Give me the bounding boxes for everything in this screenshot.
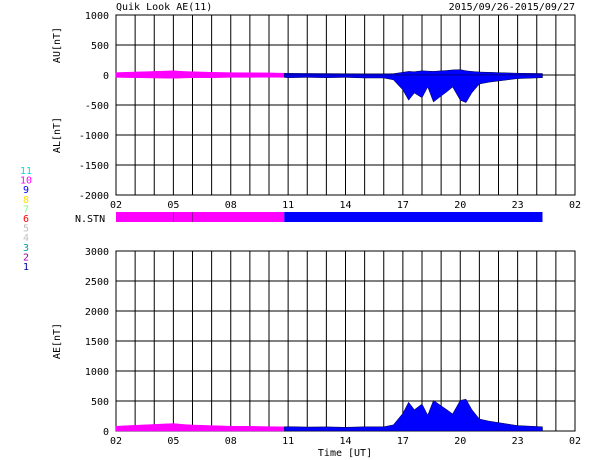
x-tick-label: 11: [282, 200, 294, 211]
x-tick-label: 05: [167, 200, 179, 211]
x-tick-label: 02: [569, 200, 581, 211]
legend-item-6: 6: [23, 214, 29, 225]
y-tick-label: 500: [91, 397, 109, 408]
nstn-segment: [192, 212, 285, 222]
x-tick-label: 02: [110, 436, 122, 447]
x-tick-label: 23: [512, 436, 524, 447]
y-tick-label: 3000: [85, 247, 109, 258]
x-tick-label: 23: [512, 200, 524, 211]
x-tick-label: 17: [397, 436, 409, 447]
legend-item-4: 4: [23, 233, 29, 244]
y-tick-label: 0: [103, 71, 109, 82]
series-area-ae: [284, 398, 543, 432]
x-tick-label: 11: [282, 436, 294, 447]
y-tick-label: 2000: [85, 307, 109, 318]
chart-title: Quik Look AE(11): [116, 2, 212, 13]
series-area-al: [115, 74, 285, 79]
nstn-segment: [284, 212, 543, 222]
series-area-au: [115, 70, 285, 76]
legend-item-7: 7: [23, 204, 29, 215]
x-tick-label: 14: [339, 200, 351, 211]
y-tick-label: -2000: [79, 191, 109, 202]
y-axis-label-al: AL[nT]: [52, 117, 63, 153]
y-tick-label: -1500: [79, 161, 109, 172]
nstn-label: N.STN: [75, 214, 105, 225]
series-area-au: [284, 69, 543, 76]
nstn-segment: [116, 212, 174, 222]
nstn-segment: [173, 212, 193, 222]
legend-item-1: 1: [23, 262, 29, 273]
y-tick-label: -500: [85, 101, 109, 112]
legend-item-9: 9: [23, 185, 29, 196]
station-count-bar: N.STN: [75, 212, 543, 225]
x-tick-label: 20: [454, 436, 466, 447]
x-tick-label: 05: [167, 436, 179, 447]
y-tick-label: 1000: [85, 11, 109, 22]
legend-item-2: 2: [23, 252, 29, 263]
x-tick-label: 08: [225, 200, 237, 211]
x-tick-label: 14: [339, 436, 351, 447]
y-axis-label-ae: AE[nT]: [52, 323, 63, 359]
legend-item-8: 8: [23, 195, 29, 206]
y-tick-label: 1500: [85, 337, 109, 348]
y-tick-label: 500: [91, 41, 109, 52]
legend-item-3: 3: [23, 243, 29, 254]
date-range: 2015/09/26-2015/09/27: [449, 2, 575, 13]
legend-item-10: 10: [20, 176, 32, 187]
y-tick-label: 0: [103, 427, 109, 438]
x-tick-label: 20: [454, 200, 466, 211]
y-tick-label: 1000: [85, 367, 109, 378]
series-area-ae: [115, 423, 285, 432]
x-tick-label: 02: [569, 436, 581, 447]
y-tick-label: 2500: [85, 277, 109, 288]
y-axis-label-au: AU[nT]: [52, 27, 63, 63]
x-axis-label: Time [UT]: [318, 448, 372, 459]
x-tick-label: 02: [110, 200, 122, 211]
x-tick-label: 17: [397, 200, 409, 211]
x-tick-label: 08: [225, 436, 237, 447]
legend-item-5: 5: [23, 224, 29, 235]
series-area-al: [284, 74, 543, 103]
legend-item-11: 11: [20, 166, 32, 177]
y-tick-label: -1000: [79, 131, 109, 142]
